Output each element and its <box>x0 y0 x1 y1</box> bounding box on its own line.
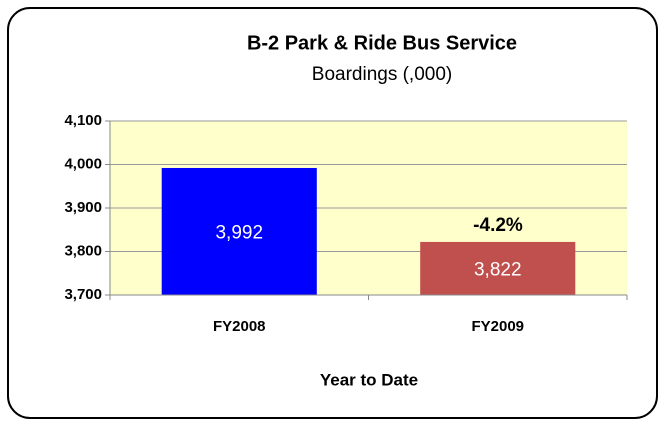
data-label: 3,992 <box>215 223 263 244</box>
annotation: -4.2% <box>473 215 523 236</box>
bar <box>420 241 576 295</box>
y-tick-label: 3,900 <box>64 199 102 216</box>
chart-subtitle: Boardings (,000) <box>312 64 452 85</box>
x-tick-label: FY2009 <box>471 318 524 335</box>
data-label: 3,822 <box>474 259 522 280</box>
chart-title: B-2 Park & Ride Bus Service <box>247 32 517 54</box>
y-tick-label: 4,000 <box>64 155 102 172</box>
y-tick-label: 3,700 <box>64 286 102 303</box>
bar <box>161 167 317 295</box>
y-tick-label: 4,100 <box>64 112 102 129</box>
y-tick-label: 3,800 <box>64 242 102 259</box>
x-axis-title: Year to Date <box>320 370 418 389</box>
x-tick-label: FY2008 <box>213 318 266 335</box>
